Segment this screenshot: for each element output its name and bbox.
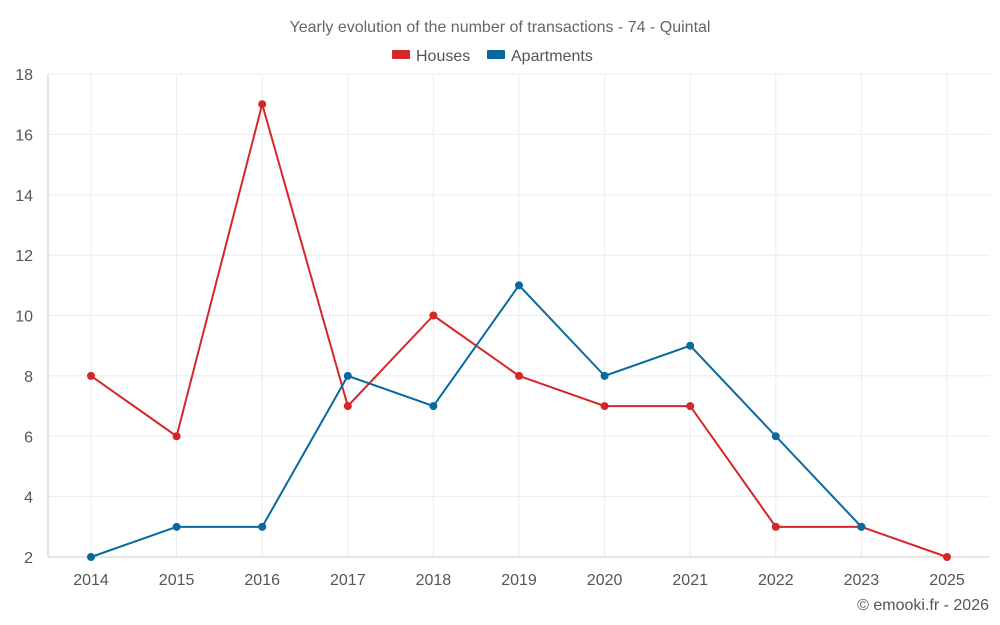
- data-point-apartments[interactable]: [600, 371, 609, 380]
- legend-item-houses[interactable]: Houses: [392, 48, 470, 65]
- y-axis-ticks: 2 4 6 8 10 12 14 16 18: [15, 67, 33, 567]
- y-tick-label: 10: [15, 309, 33, 326]
- data-point-apartments[interactable]: [686, 341, 695, 350]
- legend-item-apartments[interactable]: Apartments: [487, 48, 593, 65]
- data-point-apartments[interactable]: [172, 522, 181, 531]
- data-point-houses[interactable]: [343, 402, 352, 411]
- data-point-apartments[interactable]: [343, 371, 352, 380]
- x-tick-label: 2021: [672, 572, 708, 589]
- x-tick-label: 2017: [330, 572, 366, 589]
- legend-swatch-apartments: [487, 50, 505, 59]
- data-point-apartments[interactable]: [515, 281, 523, 290]
- x-tick-label: 2025: [929, 572, 965, 589]
- x-tick-label: 2019: [501, 572, 537, 589]
- data-point-houses[interactable]: [87, 371, 95, 380]
- data-point-houses[interactable]: [515, 371, 523, 380]
- legend-label-houses: Houses: [416, 48, 470, 65]
- data-point-apartments[interactable]: [771, 432, 780, 441]
- series-apartments: [87, 281, 866, 561]
- data-point-houses[interactable]: [771, 522, 780, 531]
- legend: Houses Apartments: [392, 48, 593, 65]
- y-tick-label: 4: [24, 490, 33, 507]
- legend-label-apartments: Apartments: [511, 48, 593, 65]
- series-line-apartments: [90, 284, 863, 558]
- series-layer: [87, 100, 951, 561]
- x-tick-label: 2016: [244, 572, 280, 589]
- data-point-houses[interactable]: [943, 553, 951, 561]
- chart-title: Yearly evolution of the number of transa…: [290, 19, 711, 36]
- x-tick-label: 2022: [758, 572, 794, 589]
- y-tick-label: 14: [15, 188, 33, 205]
- data-point-apartments[interactable]: [429, 402, 438, 411]
- credit-text: © emooki.fr - 2026: [857, 597, 989, 614]
- x-tick-label: 2014: [73, 572, 109, 589]
- x-tick-label: 2015: [159, 572, 195, 589]
- legend-swatch-houses: [392, 50, 410, 59]
- data-point-houses[interactable]: [429, 311, 438, 320]
- x-tick-label: 2023: [844, 572, 880, 589]
- data-point-apartments[interactable]: [857, 522, 866, 531]
- data-point-houses[interactable]: [686, 402, 695, 411]
- grid: [48, 73, 990, 557]
- y-tick-label: 18: [15, 67, 33, 84]
- x-tick-label: 2020: [587, 572, 623, 589]
- y-tick-label: 12: [15, 248, 33, 265]
- data-point-apartments[interactable]: [258, 522, 267, 531]
- x-tick-label: 2018: [416, 572, 452, 589]
- data-point-houses[interactable]: [172, 432, 181, 441]
- y-tick-label: 8: [24, 369, 33, 386]
- data-point-houses[interactable]: [600, 402, 609, 411]
- x-axis-ticks: 2014 2015 2016 2017 2018 2019 2020 2021 2022 2023…: [73, 572, 965, 589]
- y-tick-label: 16: [15, 127, 33, 144]
- axes: [47, 74, 990, 558]
- data-point-houses[interactable]: [258, 100, 267, 109]
- y-tick-label: 2: [24, 550, 33, 567]
- data-point-apartments[interactable]: [87, 553, 95, 561]
- y-tick-label: 6: [24, 429, 33, 446]
